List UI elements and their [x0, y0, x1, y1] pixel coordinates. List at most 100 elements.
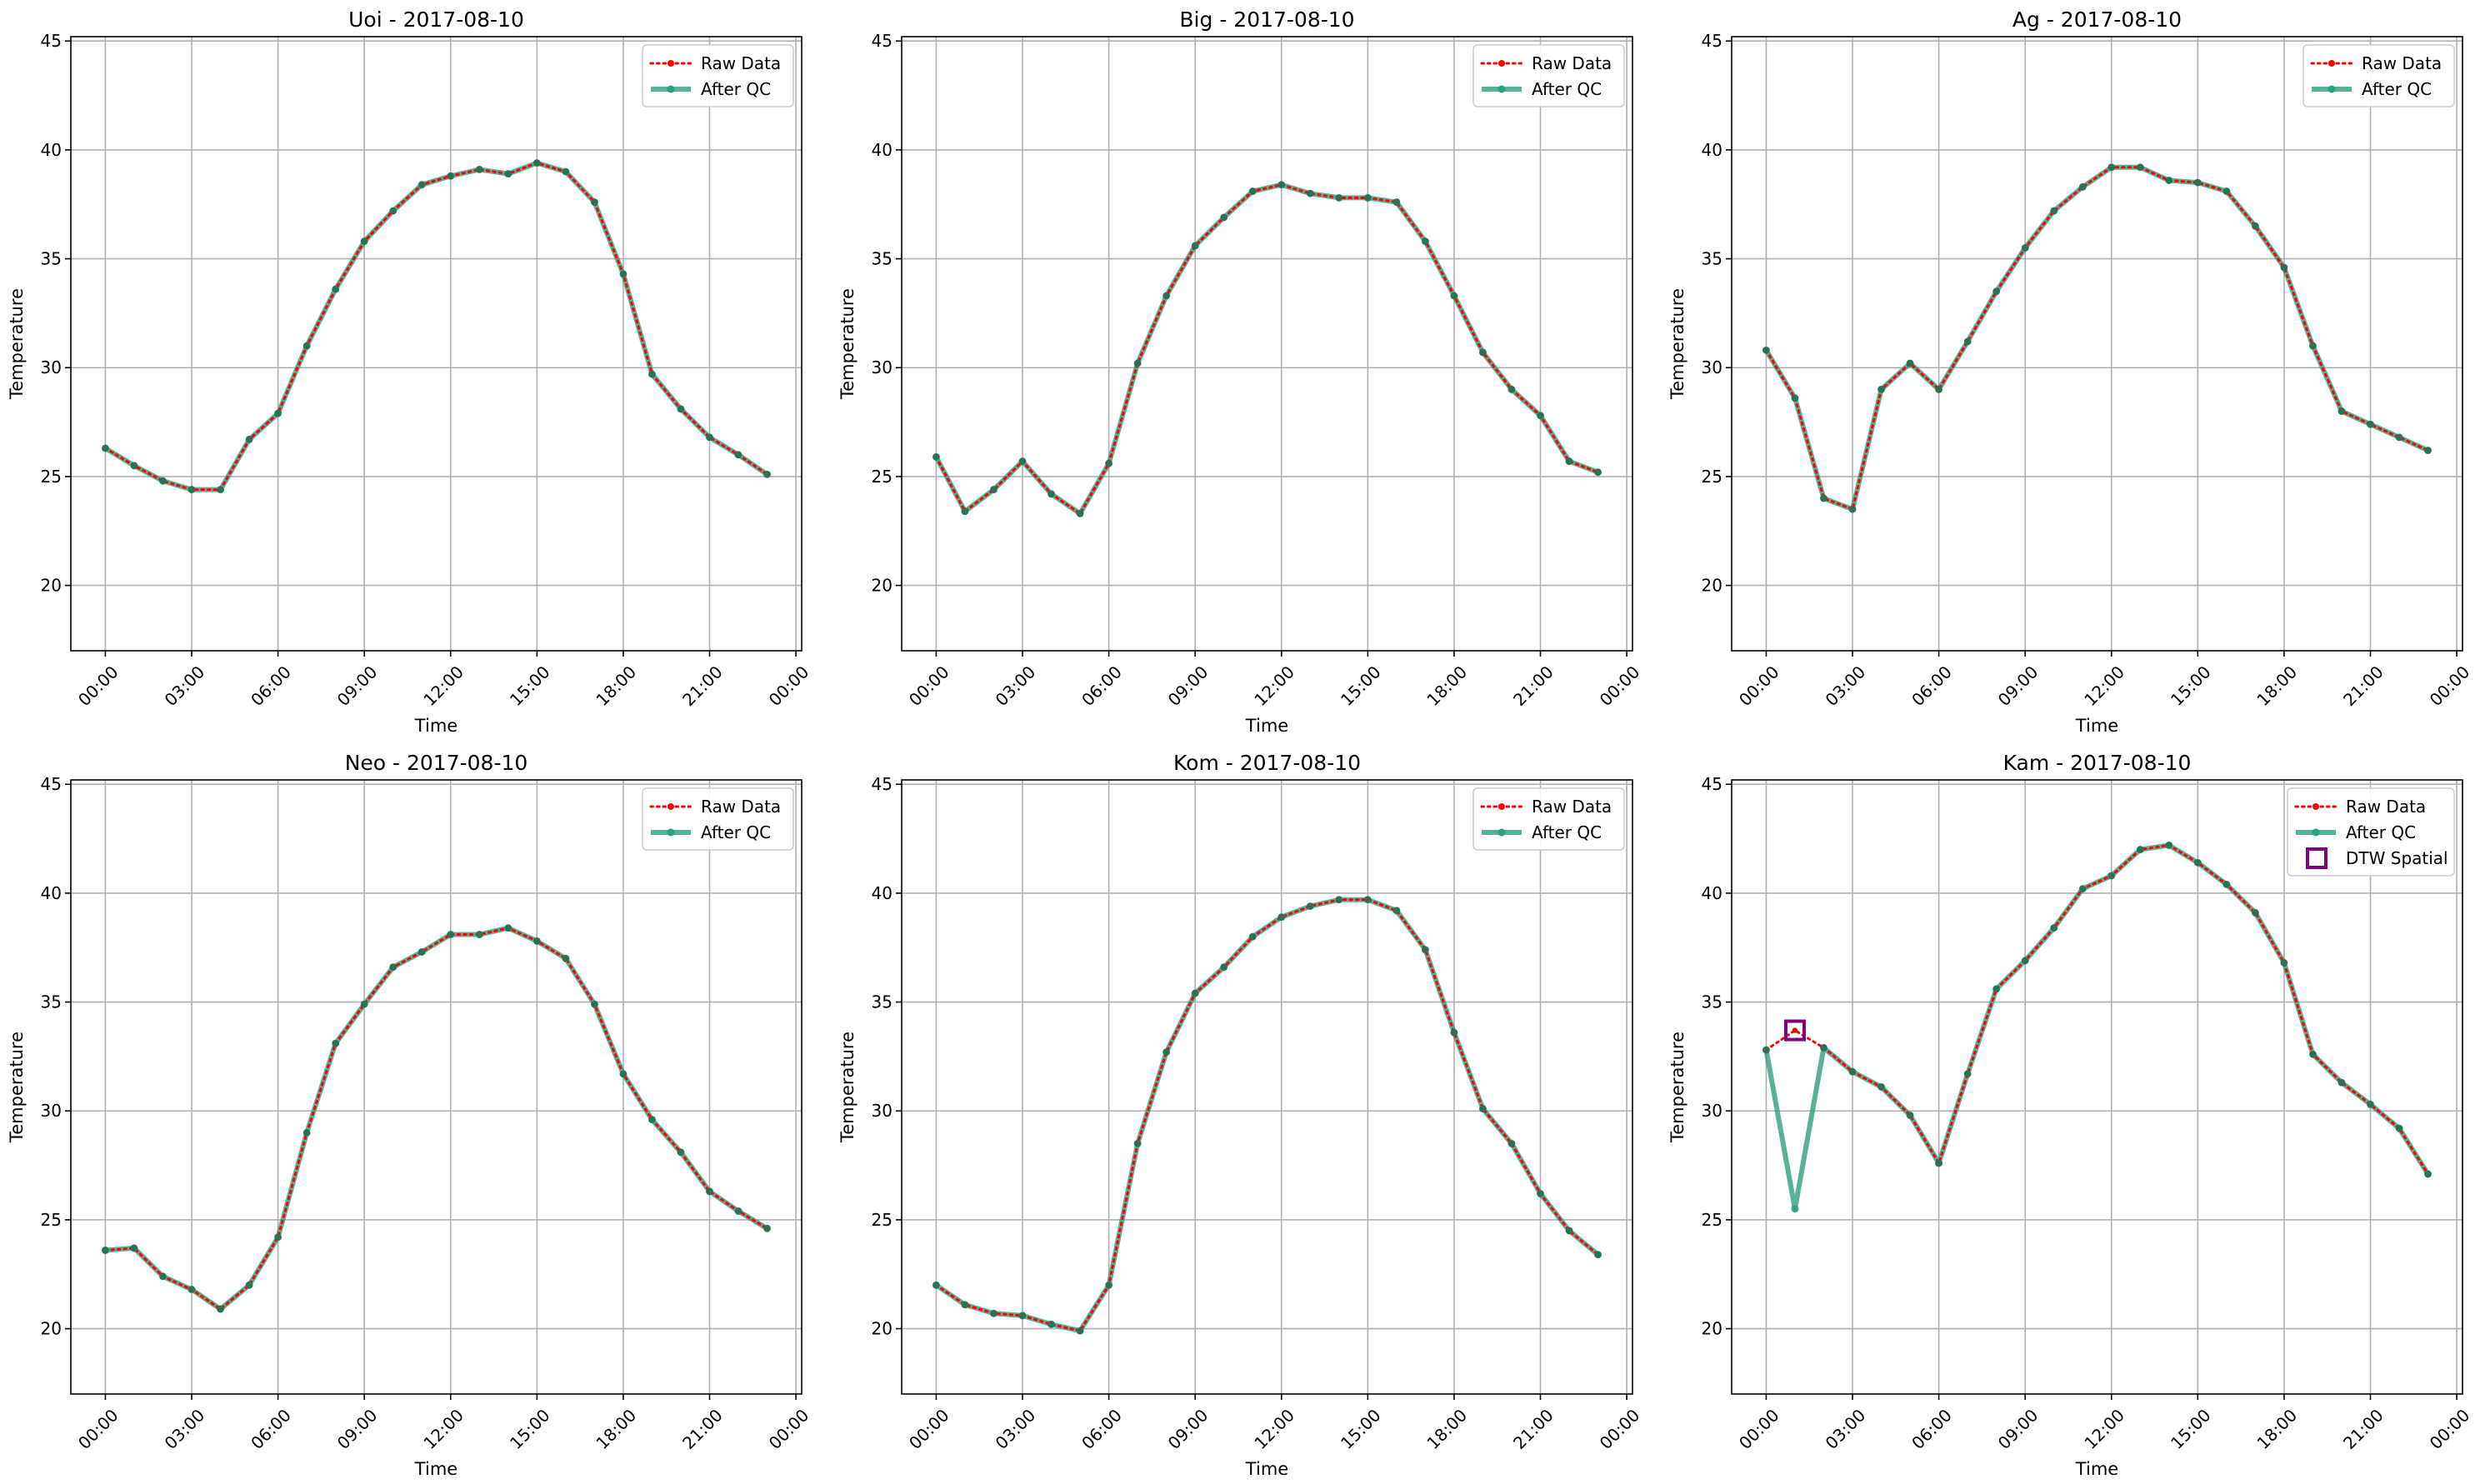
overlap-point [1422, 237, 1429, 245]
y-tick-label: 45 [872, 31, 892, 51]
overlap-point [2165, 842, 2173, 849]
overlap-point [360, 237, 368, 245]
y-tick-label: 25 [41, 1210, 62, 1230]
overlap-point [1878, 386, 1885, 393]
legend-after-qc-marker [1498, 85, 1506, 93]
subplot-1: 20 25 30 35 40 45 00:00 03:00 06:00 09:00 12:00 15:… [7, 7, 812, 736]
after-qc-line [105, 925, 769, 1312]
x-axis-label: Time [1245, 1459, 1288, 1479]
y-tick-label: 35 [41, 249, 62, 269]
chart-title: Uoi - 2017-08-10 [348, 7, 524, 32]
overlap-point [763, 1225, 771, 1232]
chart-title: Ag - 2017-08-10 [2012, 7, 2182, 32]
legend-raw-data-marker [1498, 60, 1505, 67]
overlap-point [1076, 1327, 1084, 1335]
overlap-point [591, 1000, 598, 1008]
overlap-point [619, 270, 628, 278]
axes-frame [1731, 36, 2463, 652]
axes-frame [1731, 779, 2463, 1395]
overlap-point [1848, 505, 1857, 513]
overlap-point [932, 1282, 940, 1289]
y-tick-label: 40 [41, 883, 62, 903]
legend-label: Raw Data [1532, 797, 1612, 817]
overlap-point [418, 948, 426, 956]
overlap-point [1906, 359, 1914, 367]
overlap-point [476, 931, 483, 938]
legend-label: After QC [701, 79, 771, 99]
legend-after-qc-marker [2312, 828, 2320, 837]
x-tick-label: 03:00 [992, 1405, 1040, 1453]
overlap-point [245, 1282, 253, 1289]
x-tick-label: 00:00 [2426, 1405, 2474, 1453]
y-tick-label: 40 [41, 140, 62, 160]
overlap-point [1048, 490, 1055, 498]
axes-frame [901, 779, 1633, 1395]
y-tick-label: 20 [1702, 1319, 1722, 1339]
overlap-point [1364, 896, 1372, 903]
legend: Raw Data After QC [642, 44, 794, 107]
overlap-point [533, 937, 541, 945]
overlap-point [1565, 457, 1573, 465]
legend-after-qc-marker [667, 85, 675, 93]
overlap-point [159, 1272, 167, 1281]
y-tick-label: 20 [41, 576, 62, 596]
legend-raw-data-marker [668, 803, 674, 810]
x-tick-label: 15:00 [1337, 1405, 1385, 1453]
plot-data [101, 924, 772, 1313]
overlap-point [504, 924, 512, 932]
legend-after-qc-marker [2328, 85, 2336, 93]
x-tick-label: 06:00 [1908, 662, 1956, 710]
y-axis-label: Temperature [1668, 1032, 1688, 1143]
raw-data-line [934, 898, 1600, 1332]
overlap-point [734, 451, 742, 458]
overlap-point [677, 405, 685, 413]
plot-data [932, 896, 1602, 1335]
x-tick-label: 18:00 [1422, 1405, 1471, 1453]
overlap-point [1992, 985, 2000, 993]
plot-data [1762, 841, 2432, 1213]
legend-after-qc-marker [1498, 828, 1506, 837]
overlap-point [1762, 347, 1770, 354]
overlap-point [1935, 386, 1942, 393]
overlap-point [1105, 460, 1112, 467]
overlap-point [677, 1148, 685, 1157]
raw-data-line [103, 161, 769, 492]
x-tick-label: 15:00 [506, 1405, 554, 1453]
overlap-point [217, 486, 224, 493]
x-axis-label: Time [414, 716, 458, 736]
overlap-point [217, 1305, 224, 1313]
x-tick-label: 15:00 [2167, 1405, 2215, 1453]
overlap-point [2252, 222, 2259, 230]
overlap-point [2021, 957, 2029, 965]
overlap-point [1906, 1112, 1914, 1119]
dtw-spatial-flag-0 [1783, 1019, 1806, 1042]
overlap-point [1335, 896, 1343, 903]
overlap-point [1249, 187, 1257, 195]
x-tick-label: 12:00 [1250, 1405, 1298, 1453]
legend-label: After QC [2346, 822, 2416, 842]
overlap-point [2367, 420, 2374, 428]
overlap-point [2194, 178, 2202, 187]
x-tick-label: 00:00 [1596, 1405, 1644, 1453]
overlap-point [1220, 213, 1228, 222]
legend-label: After QC [701, 822, 771, 842]
legend-label: DTW Spatial [2346, 848, 2448, 868]
x-tick-label: 06:00 [247, 662, 295, 710]
overlap-point [2108, 163, 2115, 172]
x-axis-label: Time [2075, 1459, 2118, 1479]
overlap-point [418, 181, 426, 188]
x-tick-label: 00:00 [74, 662, 122, 710]
y-tick-label: 25 [41, 467, 62, 487]
overlap-point [130, 1244, 138, 1252]
overlap-point [1191, 242, 1199, 250]
y-axis-label: Temperature [838, 1032, 858, 1143]
y-tick-label: 45 [41, 31, 62, 51]
y-axis-label: Temperature [7, 288, 27, 400]
overlap-point [1162, 292, 1170, 300]
overlap-point [1220, 963, 1228, 971]
legend-after-qc-marker [667, 828, 675, 837]
overlap-point [1479, 348, 1487, 357]
y-tick-label: 45 [1702, 774, 1722, 794]
overlap-point [188, 486, 196, 493]
overlap-point [648, 1116, 656, 1123]
